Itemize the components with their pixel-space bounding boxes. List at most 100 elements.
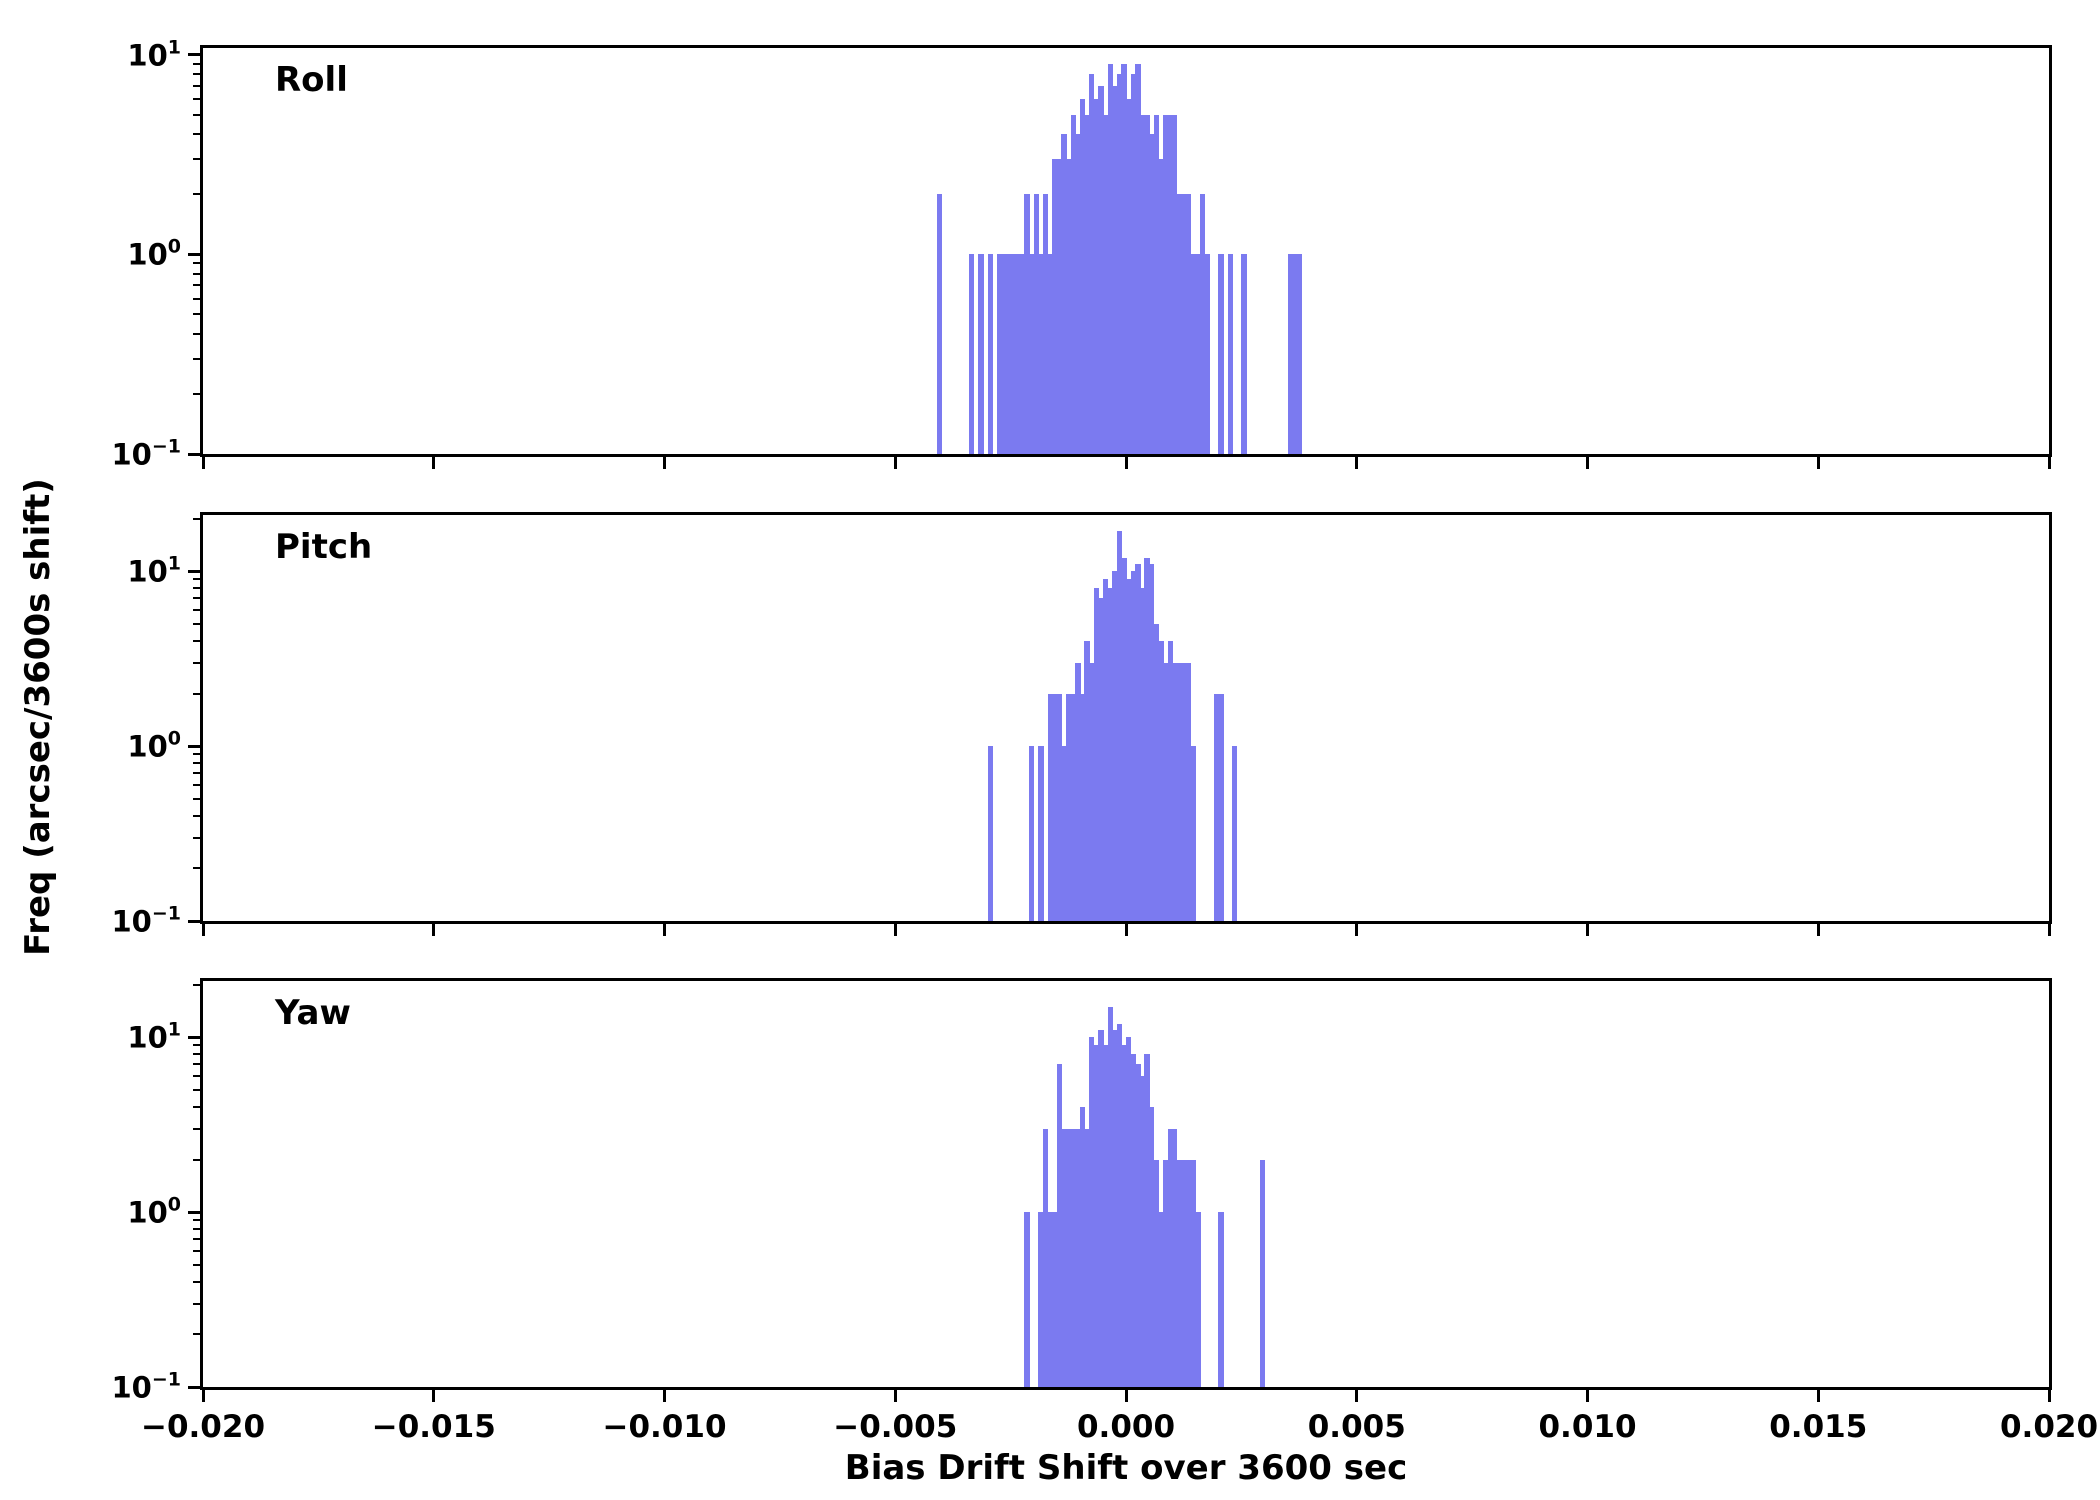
y-minor-tick — [193, 73, 200, 76]
y-minor-tick — [193, 692, 200, 695]
x-tick — [663, 457, 666, 469]
histogram-bar — [1172, 1128, 1178, 1387]
y-minor-tick — [193, 113, 200, 116]
y-minor-tick — [193, 357, 200, 360]
x-tick — [432, 1390, 436, 1402]
histogram-bar — [1181, 1159, 1187, 1387]
histogram-bar — [1075, 134, 1081, 454]
y-minor-tick — [193, 1228, 200, 1231]
histogram-bar — [1029, 746, 1035, 921]
x-tick — [663, 924, 666, 936]
histogram-bar — [1149, 564, 1155, 921]
x-axis-label: Bias Drift Shift over 3600 sec — [844, 1448, 1408, 1488]
x-tick-label: −0.005 — [833, 1409, 958, 1445]
histogram-bar — [1167, 640, 1173, 921]
histogram-bar — [1176, 194, 1183, 454]
histogram-bar — [1213, 693, 1219, 921]
histogram-bar — [1190, 254, 1196, 454]
y-minor-tick — [193, 1105, 200, 1108]
histogram-bar — [1052, 159, 1058, 454]
x-tick-label: 0.010 — [1538, 1409, 1637, 1445]
histogram-bar — [1102, 579, 1109, 921]
histogram-bar — [1001, 254, 1007, 454]
histogram-bar — [1112, 1030, 1118, 1387]
y-tick-label: 101 — [127, 553, 181, 589]
y-minor-tick — [193, 272, 200, 275]
histogram-bar — [1084, 1128, 1090, 1387]
x-tick — [2047, 457, 2051, 469]
histogram-bar — [1218, 693, 1224, 921]
y-minor-tick — [193, 639, 200, 642]
x-tick — [1816, 1390, 1820, 1402]
histogram-bar — [1144, 557, 1150, 921]
histogram-bar — [1066, 159, 1072, 454]
x-tick — [1816, 924, 1820, 936]
histogram-bar — [1149, 134, 1155, 454]
x-tick-label: 0.015 — [1769, 1409, 1868, 1445]
subplot-yaw: Yaw 101 100 10−1 −0.020 −0.015 −0.010 −0.005 0.… — [112, 978, 2098, 1445]
histogram-bar — [1107, 63, 1113, 454]
x-tick — [1124, 457, 1128, 469]
histogram-bar — [1153, 114, 1159, 454]
histogram-bar — [1139, 114, 1146, 454]
histogram-bar — [987, 746, 993, 921]
histogram-bar — [1029, 254, 1035, 454]
x-tick — [201, 1390, 205, 1402]
histogram-bar — [1093, 1045, 1099, 1387]
histogram-bar — [1135, 564, 1141, 921]
y-minor-tick — [193, 587, 200, 590]
histogram-bar — [1089, 662, 1095, 921]
x-tick — [1124, 924, 1128, 936]
histogram-bar — [1130, 74, 1136, 454]
y-minor-tick — [193, 332, 200, 335]
histogram-bar — [1139, 1076, 1146, 1387]
y-minor-tick — [193, 753, 200, 756]
histogram-bar — [1153, 623, 1159, 921]
x-tick-label: −0.010 — [602, 1409, 727, 1445]
y-minor-tick — [193, 1219, 200, 1222]
histogram-bar — [1167, 1128, 1173, 1387]
histogram-bar — [1296, 254, 1303, 454]
histogram-bar — [1227, 254, 1233, 454]
histogram-bar — [1121, 1045, 1127, 1387]
histogram-bar — [1061, 134, 1067, 454]
plot-area-yaw — [203, 981, 2049, 1387]
histogram-bar — [1185, 194, 1192, 454]
x-tick — [201, 924, 205, 936]
histogram-bar — [1116, 74, 1123, 454]
x-tick — [2047, 1390, 2051, 1402]
y-minor-tick — [193, 867, 200, 870]
histogram-bar — [1015, 254, 1021, 454]
y-minor-tick — [193, 983, 200, 986]
histogram-bar — [1056, 159, 1063, 454]
subplot-roll: Roll 101 100 10−1 — [112, 38, 2052, 469]
y-minor-tick — [193, 1302, 200, 1305]
histogram-bar — [1185, 662, 1192, 921]
histogram-bar — [1084, 640, 1090, 921]
y-minor-tick — [193, 97, 200, 100]
x-tick — [1816, 457, 1820, 469]
y-minor-tick — [193, 578, 200, 581]
y-tick — [188, 53, 200, 57]
histogram-bar — [1079, 1106, 1086, 1387]
subplot-pitch: Pitch 101 100 10−1 — [112, 512, 2052, 936]
histogram-bar — [969, 254, 975, 454]
histogram-bar — [996, 254, 1003, 454]
histogram-bar — [1158, 159, 1164, 454]
histogram-bar — [1112, 571, 1118, 921]
y-minor-tick — [193, 517, 200, 520]
y-minor-tick — [193, 1263, 200, 1266]
y-minor-tick — [193, 1333, 200, 1336]
histogram-bar — [1241, 254, 1247, 454]
y-tick-label: 101 — [127, 1019, 181, 1055]
histogram-bar — [936, 194, 943, 454]
histogram-bar — [1116, 1023, 1123, 1387]
histogram-bar — [1006, 254, 1012, 454]
histogram-bar — [1176, 1159, 1183, 1387]
y-minor-tick — [193, 1280, 200, 1283]
y-minor-tick — [193, 622, 200, 625]
histogram-bar — [1292, 254, 1298, 454]
y-tick — [188, 569, 200, 573]
histogram-bar — [1126, 1037, 1132, 1387]
histogram-bar — [1121, 557, 1127, 921]
